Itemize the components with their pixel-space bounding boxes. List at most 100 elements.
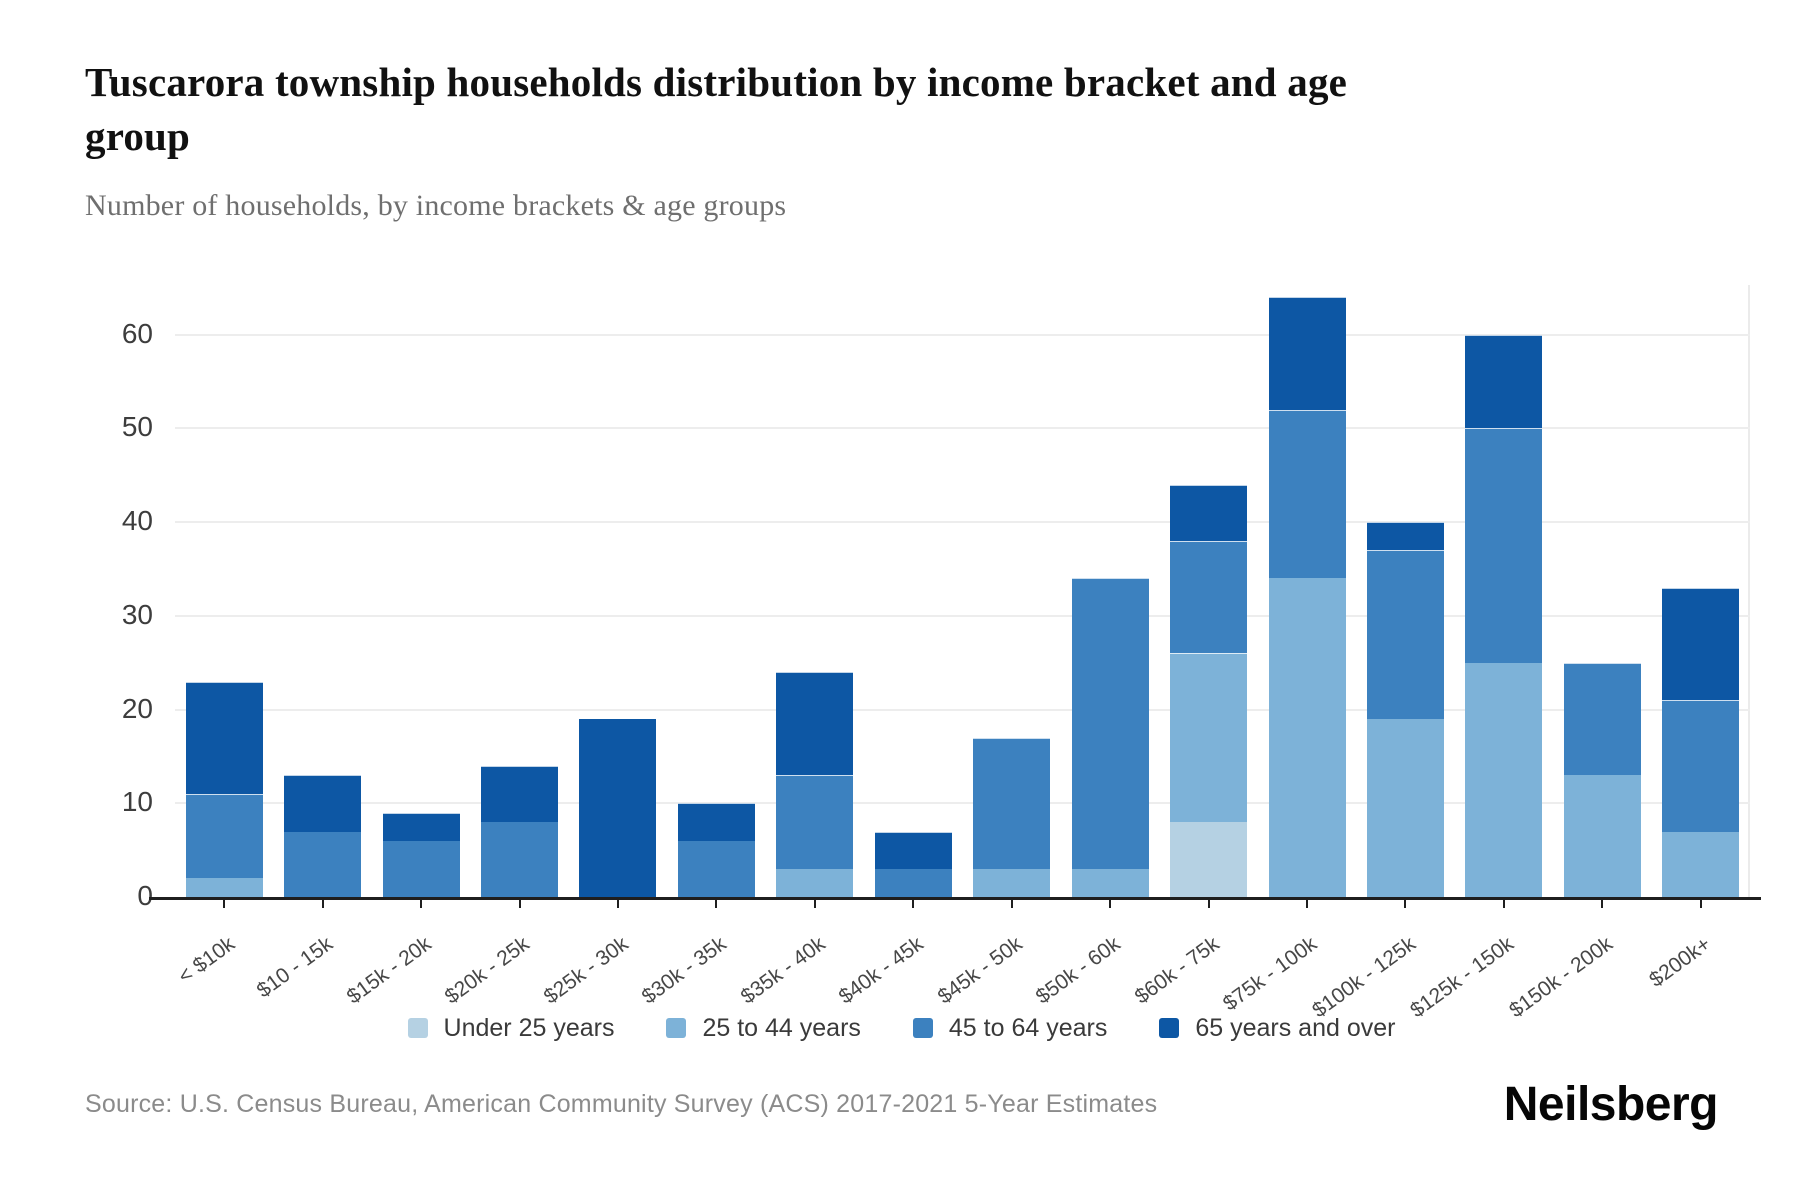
chart-legend: Under 25 years 25 to 44 years 45 to 64 yea… xyxy=(85,1014,1718,1043)
bar-segment-$45k - 50k-25 to 44 years[interactable] xyxy=(973,869,1051,898)
bar-segment-$60k - 75k-25 to 44 years[interactable] xyxy=(1170,653,1248,823)
x-tick-$200k+ xyxy=(1699,899,1702,908)
x-tick-label-$40k - 45k: $40k - 45k xyxy=(834,932,928,1009)
bar-$125k - 150k xyxy=(1465,334,1543,898)
bar-segment-$100k - 125k-65 years and over[interactable] xyxy=(1366,522,1444,551)
x-tick-$35k - 40k xyxy=(813,899,816,908)
bar-slot xyxy=(372,277,470,898)
x-tick-$40k - 45k xyxy=(912,899,915,908)
bar-segment-$100k - 125k-25 to 44 years[interactable] xyxy=(1366,719,1444,898)
bar-segment-< $10k-25 to 44 years[interactable] xyxy=(185,878,263,898)
bar-segment-$125k - 150k-25 to 44 years[interactable] xyxy=(1465,662,1543,898)
legend-item-25 to 44 years[interactable]: 25 to 44 years xyxy=(666,1014,861,1043)
legend-label: Under 25 years xyxy=(443,1013,615,1042)
bar-segment-$75k - 100k-25 to 44 years[interactable] xyxy=(1268,578,1346,898)
bar-segment-$50k - 60k-45 to 64 years[interactable] xyxy=(1071,578,1149,870)
bar-segment-$125k - 150k-65 years and over[interactable] xyxy=(1465,334,1543,429)
x-tick-$75k - 100k xyxy=(1306,899,1309,908)
x-tick-$100k - 125k xyxy=(1404,899,1407,908)
bar-segment-$20k - 25k-45 to 64 years[interactable] xyxy=(481,822,559,898)
chart-footer: Source: U.S. Census Bureau, American Com… xyxy=(85,1077,1719,1132)
legend-label: 65 years and over xyxy=(1195,1013,1396,1042)
x-tick-$150k - 200k xyxy=(1601,899,1604,908)
x-tick-label-$45k - 50k: $45k - 50k xyxy=(933,932,1027,1009)
legend-item-Under 25 years[interactable]: Under 25 years xyxy=(407,1013,615,1043)
bar-$150k - 200k xyxy=(1563,662,1641,898)
x-tick-label-$35k - 40k: $35k - 40k xyxy=(736,932,830,1009)
bar-$15k - 20k xyxy=(382,812,460,898)
bar-segment-$10 - 15k-45 to 64 years[interactable] xyxy=(284,831,362,898)
bar-segment-$150k - 200k-45 to 64 years[interactable] xyxy=(1563,662,1641,776)
bar-segment-$40k - 45k-65 years and over[interactable] xyxy=(874,831,952,870)
x-tick-label-$150k - 200k: $150k - 200k xyxy=(1505,932,1617,1022)
bar-segment-$15k - 20k-65 years and over[interactable] xyxy=(382,812,460,841)
bar-slot xyxy=(175,277,273,898)
bar-slot xyxy=(273,277,371,898)
chart-title: Tuscarora township households distributi… xyxy=(85,59,1348,160)
bar-segment-$75k - 100k-45 to 64 years[interactable] xyxy=(1268,409,1346,579)
x-tick-label-$75k - 100k: $75k - 100k xyxy=(1219,932,1322,1016)
gridline-y-50: 50 xyxy=(122,411,1750,442)
x-tick-$60k - 75k xyxy=(1207,899,1210,908)
bar-segment-$25k - 30k-65 years and over[interactable] xyxy=(579,719,657,898)
bar-slot xyxy=(1455,277,1553,898)
x-tick-label-$10 - 15k: $10 - 15k xyxy=(252,932,338,1003)
bar-segment-$50k - 60k-25 to 44 years[interactable] xyxy=(1071,869,1149,898)
bar-$50k - 60k xyxy=(1071,578,1149,898)
bar-segment-$150k - 200k-25 to 44 years[interactable] xyxy=(1563,775,1641,898)
plot-area: 0 10 20 30 40 50 60 xyxy=(122,277,1750,911)
bar-segment-$30k - 35k-45 to 64 years[interactable] xyxy=(677,840,755,898)
bar-segment-$35k - 40k-45 to 64 years[interactable] xyxy=(776,775,854,870)
bar-segment-$35k - 40k-65 years and over[interactable] xyxy=(776,672,854,776)
legend-swatch-Under 25 years xyxy=(407,1018,428,1039)
gridline-y-40: 40 xyxy=(122,505,1750,536)
x-axis-labels: < $10k $10 - 15k $15k - 20k $20k - 25k $25k … xyxy=(173,899,1750,1022)
x-tick-$15k - 20k xyxy=(420,899,423,908)
legend-item-65 years and over[interactable]: 65 years and over xyxy=(1159,1014,1395,1043)
x-tick-label-$200k+: $200k+ xyxy=(1645,932,1716,992)
y-tick-label-30: 30 xyxy=(121,598,153,630)
bar-segment-$20k - 25k-65 years and over[interactable] xyxy=(481,765,559,823)
bar-slot xyxy=(864,277,962,898)
legend-swatch-45 to 64 years xyxy=(912,1018,933,1039)
gridline-y-20: 20 xyxy=(122,693,1750,724)
bar-segment-$45k - 50k-45 to 64 years[interactable] xyxy=(973,737,1051,870)
bar-segment-$75k - 100k-65 years and over[interactable] xyxy=(1268,297,1346,410)
bar-segment-$125k - 150k-45 to 64 years[interactable] xyxy=(1465,428,1543,663)
bar-$100k - 125k xyxy=(1366,522,1444,898)
x-tick-label-$15k - 20k: $15k - 20k xyxy=(342,932,436,1009)
x-tick-< $10k xyxy=(223,899,226,908)
y-tick-label-0: 0 xyxy=(137,880,153,912)
bar-slot xyxy=(1159,277,1257,898)
bar-segment-$10 - 15k-65 years and over[interactable] xyxy=(284,775,362,832)
bar-segment-$60k - 75k-Under 25 years[interactable] xyxy=(1170,822,1248,898)
bar-segment-$60k - 75k-45 to 64 years[interactable] xyxy=(1170,540,1248,654)
neilsberg-logo: Neilsberg xyxy=(1503,1077,1719,1131)
x-tick-label-< $10k: < $10k xyxy=(173,932,239,989)
bar-segment-$100k - 125k-45 to 64 years[interactable] xyxy=(1366,550,1444,720)
bar-slot xyxy=(1553,277,1651,898)
bar-segment-$15k - 20k-45 to 64 years[interactable] xyxy=(382,840,460,898)
bar-segment-$200k+-25 to 44 years[interactable] xyxy=(1662,831,1740,898)
bar-segment-$30k - 35k-65 years and over[interactable] xyxy=(677,803,755,841)
legend-swatch-65 years and over xyxy=(1159,1018,1180,1039)
bar-segment-$35k - 40k-25 to 44 years[interactable] xyxy=(776,869,854,898)
bar-segment-$200k+-65 years and over[interactable] xyxy=(1662,587,1740,701)
x-tick-$50k - 60k xyxy=(1109,899,1112,908)
bar-$200k+ xyxy=(1662,587,1740,898)
bar-segment-< $10k-65 years and over[interactable] xyxy=(185,681,263,795)
bar-$30k - 35k xyxy=(677,803,755,898)
bar-$25k - 30k xyxy=(579,719,657,898)
y-tick-label-20: 20 xyxy=(121,692,153,724)
bar-segment-$40k - 45k-45 to 64 years[interactable] xyxy=(874,869,952,898)
gridline-y-60: 60 xyxy=(122,318,1750,349)
bar-slot xyxy=(1652,277,1750,898)
gridline-y-30: 30 xyxy=(122,599,1750,630)
gridline-y-10: 10 xyxy=(122,786,1750,817)
bar-slot xyxy=(766,277,864,898)
bar-slot xyxy=(569,277,667,898)
bar-segment-< $10k-45 to 64 years[interactable] xyxy=(185,794,263,879)
legend-item-45 to 64 years[interactable]: 45 to 64 years xyxy=(912,1014,1107,1043)
bar-segment-$60k - 75k-65 years and over[interactable] xyxy=(1170,484,1248,541)
bar-segment-$200k+-45 to 64 years[interactable] xyxy=(1662,700,1740,832)
